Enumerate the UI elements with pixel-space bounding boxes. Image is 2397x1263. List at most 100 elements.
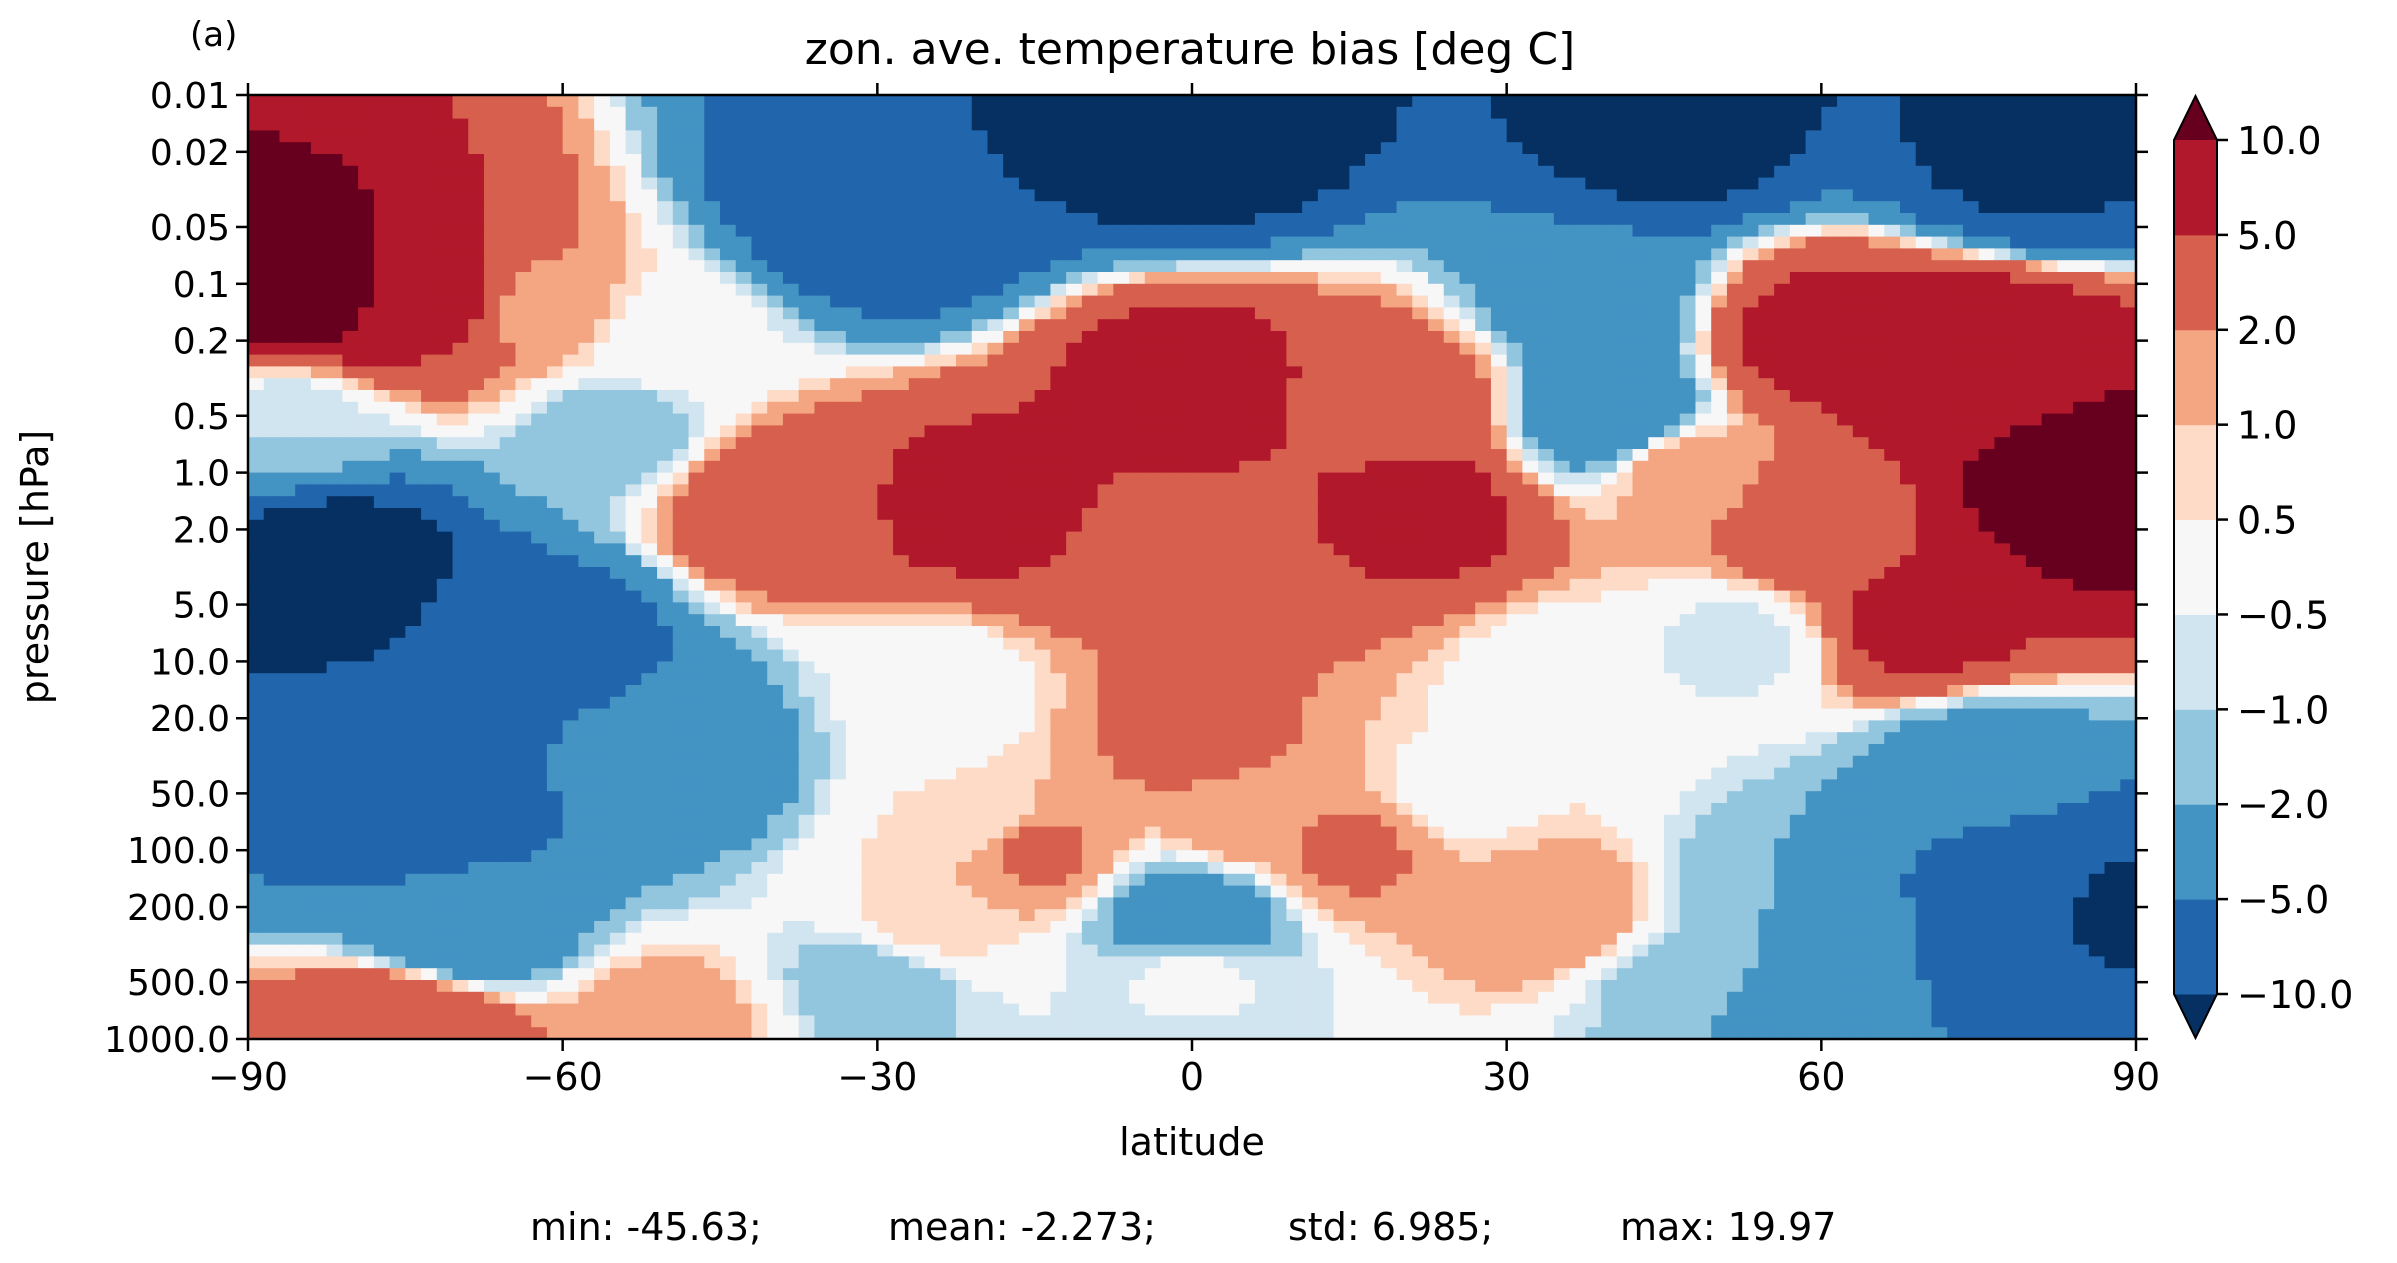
contour-cell: [1632, 567, 1649, 580]
contour-cell: [735, 142, 753, 155]
contour-cell: [1726, 366, 1744, 379]
contour-cell: [893, 555, 910, 568]
contour-cell: [814, 449, 831, 462]
contour-cell: [562, 213, 579, 226]
contour-cell: [751, 295, 768, 308]
contour-cell: [1601, 272, 1618, 285]
contour-cell: [373, 378, 391, 391]
contour-cell: [279, 224, 296, 238]
contour-cell: [1506, 142, 1523, 155]
contour-cell: [436, 142, 454, 155]
contour-cell: [1648, 331, 1665, 344]
contour-cell: [1837, 295, 1854, 308]
contour-cell: [546, 472, 564, 485]
contour-cell: [531, 130, 548, 143]
contour-cell: [1852, 224, 1870, 238]
contour-cell: [1726, 354, 1744, 367]
contour-cell: [405, 378, 422, 391]
contour-cell: [2041, 472, 2058, 485]
contour-cell: [1396, 189, 1413, 202]
contour-cell: [1176, 366, 1193, 379]
contour-cell: [263, 531, 281, 544]
contour-cell: [1349, 248, 1366, 261]
contour-cell: [1113, 236, 1130, 249]
contour-cell: [515, 567, 532, 580]
contour-cell: [499, 437, 517, 450]
contour-cell: [389, 319, 406, 332]
contour-cell: [358, 354, 375, 367]
contour-cell: [1490, 189, 1508, 202]
contour-cell: [2073, 201, 2090, 214]
contour-cell: [279, 248, 296, 261]
contour-cell: [1538, 437, 1555, 450]
contour-cell: [1349, 307, 1366, 320]
contour-cell: [893, 213, 910, 226]
contour-cell: [1758, 484, 1775, 497]
contour-cell: [279, 331, 296, 344]
contour-cell: [1805, 555, 1822, 568]
contour-cell: [798, 307, 815, 320]
contour-cell: [515, 307, 532, 320]
contour-cell: [782, 413, 800, 426]
contour-cell: [295, 449, 312, 462]
contour-cell: [1915, 236, 1933, 249]
contour-cell: [1254, 555, 1272, 568]
contour-cell: [1113, 519, 1130, 533]
contour-cell: [1223, 354, 1240, 367]
contour-cell: [1270, 283, 1287, 297]
contour-cell: [751, 307, 768, 320]
contour-cell: [1113, 118, 1130, 131]
contour-cell: [1978, 437, 1995, 450]
contour-cell: [515, 130, 532, 143]
contour-cell: [1538, 354, 1555, 367]
contour-cell: [1365, 484, 1382, 497]
contour-cell: [1884, 413, 1901, 426]
contour-cell: [767, 106, 784, 120]
contour-cell: [310, 472, 328, 485]
contour-cell: [1302, 472, 1319, 485]
contour-cell: [1428, 519, 1445, 533]
contour-cell: [499, 496, 517, 509]
contour-cell: [1695, 248, 1712, 261]
contour-cell: [987, 519, 1004, 533]
contour-cell: [1443, 472, 1461, 485]
contour-cell: [1113, 449, 1130, 462]
contour-cell: [908, 496, 926, 509]
contour-cell: [735, 213, 753, 226]
contour-cell: [2025, 437, 2043, 450]
contour-cell: [310, 260, 328, 273]
contour-cell: [672, 142, 690, 155]
contour-cell: [594, 260, 611, 273]
contour-cell: [1223, 236, 1240, 249]
contour-cell: [1962, 508, 1980, 521]
contour-cell: [562, 130, 579, 143]
contour-cell: [1726, 543, 1744, 556]
contour-cell: [1679, 201, 1697, 214]
contour-cell: [358, 378, 375, 391]
contour-cell: [956, 543, 973, 556]
contour-cell: [1396, 472, 1413, 485]
contour-cell: [421, 130, 438, 143]
contour-cell: [704, 95, 721, 108]
contour-cell: [940, 472, 957, 485]
contour-cell: [1994, 484, 2011, 497]
contour-cell: [1506, 307, 1523, 320]
contour-cell: [2010, 154, 2027, 167]
contour-cell: [342, 484, 359, 497]
contour-cell: [1648, 366, 1665, 379]
contour-cell: [704, 248, 721, 261]
contour-cell: [1317, 118, 1335, 131]
contour-cell: [1380, 295, 1398, 308]
contour-cell: [657, 213, 674, 226]
contour-cell: [1239, 283, 1256, 297]
contour-cell: [1695, 354, 1712, 367]
contour-cell: [2057, 248, 2074, 261]
contour-cell: [1664, 154, 1681, 167]
contour-cell: [1632, 378, 1649, 391]
contour-cell: [499, 165, 517, 179]
contour-cell: [1176, 118, 1193, 131]
contour-cell: [1774, 425, 1791, 438]
contour-cell: [248, 378, 265, 391]
contour-cell: [1805, 189, 1822, 202]
contour-cell: [1742, 531, 1759, 544]
